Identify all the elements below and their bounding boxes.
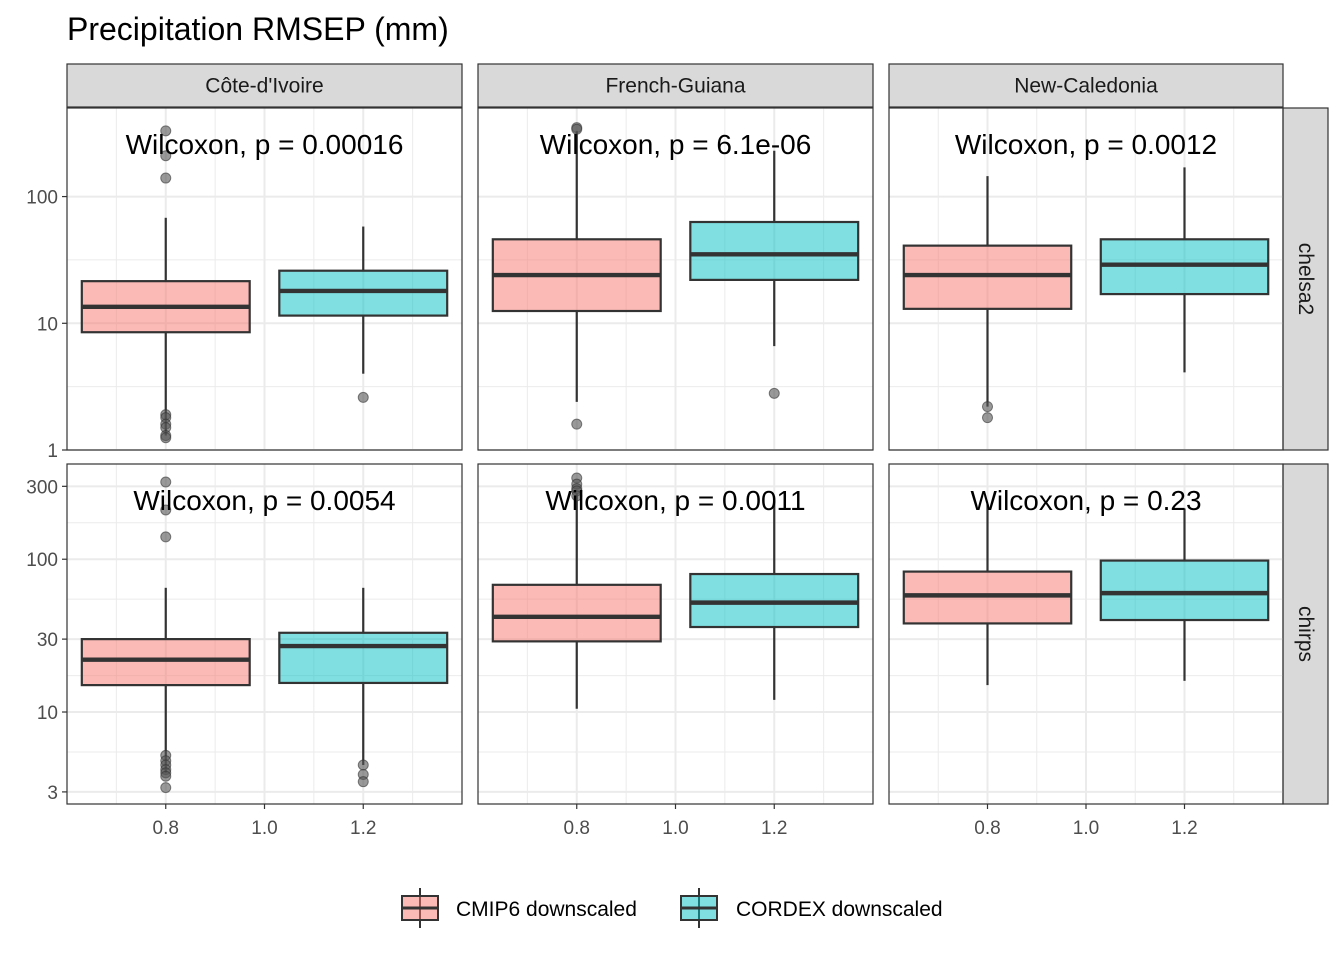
outlier-point: [160, 770, 172, 782]
box-iqr: [278, 631, 449, 685]
box-cmip6: [80, 125, 251, 444]
column-strip-label: New-Caledonia: [1014, 75, 1158, 98]
x-tick-label: 1.0: [662, 818, 688, 839]
outlier-point: [160, 476, 172, 488]
column-strip-label: Côte-d'Ivoire: [205, 75, 323, 98]
y-tick-label: 10: [37, 703, 58, 724]
facet-panels: Côte-d'Ivoire French-Guiana New-Caledonia c…: [26, 63, 1329, 839]
outlier-point: [160, 531, 172, 543]
outlier-point: [160, 504, 172, 516]
outlier-point: [160, 172, 172, 184]
x-tick-label: 0.8: [974, 818, 1000, 839]
box-cmip6: [80, 476, 251, 794]
facet-panel: Wilcoxon, p = 0.00016: [66, 107, 463, 451]
column-strip: [477, 63, 874, 108]
facet-panel: Wilcoxon, p = 0.0012: [888, 107, 1284, 451]
legend: CMIP6 downscaled CORDEX downscaled: [401, 888, 943, 928]
y-tick-label: 100: [26, 188, 58, 209]
wilcoxon-annotation: Wilcoxon, p = 0.0011: [545, 485, 805, 516]
y-tick-label: 300: [26, 477, 58, 498]
wilcoxon-annotation: Wilcoxon, p = 0.0012: [955, 129, 1217, 160]
box-cmip6: [491, 122, 662, 430]
wilcoxon-annotation: Wilcoxon, p = 6.1e-06: [540, 129, 812, 160]
facet-panel: Wilcoxon, p = 6.1e-06: [477, 107, 874, 451]
panel-border: [888, 107, 1284, 451]
box-cmip6: [902, 503, 1073, 686]
x-tick-label: 0.8: [564, 818, 590, 839]
y-tick-label: 1: [47, 441, 58, 462]
column-strip: [888, 63, 1284, 108]
legend-label: CMIP6 downscaled: [456, 898, 637, 921]
box-cordex: [278, 587, 449, 788]
box-cordex: [1099, 167, 1270, 373]
wilcoxon-annotation: Wilcoxon, p = 0.23: [970, 485, 1201, 516]
row-strip-label: chelsa2: [1294, 243, 1317, 315]
facet-panel: Wilcoxon, p = 0.23: [888, 463, 1284, 805]
outlier-point: [357, 776, 369, 788]
x-tick-label: 0.8: [153, 818, 179, 839]
box-cordex: [278, 226, 449, 403]
y-tick-label: 30: [37, 630, 58, 651]
outlier-point: [571, 490, 583, 502]
outlier-point: [357, 759, 369, 771]
y-tick-label: 3: [47, 783, 58, 804]
box-cordex: [689, 150, 860, 399]
x-tick-label: 1.2: [761, 818, 787, 839]
outlier-point: [160, 432, 172, 444]
outlier-point: [160, 782, 172, 794]
panel-border: [66, 107, 463, 451]
outlier-point: [160, 150, 172, 162]
y-tick-label: 100: [26, 550, 58, 571]
x-tick-label: 1.0: [251, 818, 277, 839]
legend-item: CORDEX downscaled: [680, 888, 943, 928]
facet-panel: Wilcoxon, p = 0.0054: [66, 463, 463, 805]
x-tick-label: 1.0: [1073, 818, 1099, 839]
x-tick-label: 1.2: [1171, 818, 1197, 839]
wilcoxon-annotation: Wilcoxon, p = 0.0054: [133, 485, 395, 516]
legend-item: CMIP6 downscaled: [401, 888, 637, 928]
box-cmip6: [902, 176, 1073, 424]
outlier-point: [357, 391, 369, 403]
box-iqr: [80, 638, 251, 687]
outlier-point: [571, 123, 583, 135]
y-tick-label: 10: [37, 314, 58, 335]
box-iqr: [689, 220, 860, 281]
row-strip: [1282, 107, 1329, 451]
box-cmip6: [491, 472, 662, 709]
x-tick-label: 1.2: [350, 818, 376, 839]
facet-panel: Wilcoxon, p = 0.0011: [477, 463, 874, 805]
chart-title: Precipitation RMSEP (mm): [67, 11, 449, 47]
box-cordex: [1099, 508, 1270, 681]
outlier-point: [982, 401, 993, 413]
wilcoxon-annotation: Wilcoxon, p = 0.00016: [126, 129, 404, 160]
outlier-point: [768, 387, 780, 399]
box-iqr: [491, 583, 662, 643]
column-strip-label: French-Guiana: [605, 75, 745, 98]
outlier-point: [982, 412, 993, 424]
outlier-point: [571, 418, 583, 430]
row-strip-label: chirps: [1294, 606, 1317, 662]
column-strip: [66, 63, 463, 108]
box-cordex: [689, 501, 860, 700]
outlier-point: [160, 125, 172, 137]
box-iqr: [1099, 559, 1270, 622]
box-iqr: [278, 269, 449, 317]
legend-label: CORDEX downscaled: [736, 898, 943, 921]
panel-border: [477, 107, 874, 451]
